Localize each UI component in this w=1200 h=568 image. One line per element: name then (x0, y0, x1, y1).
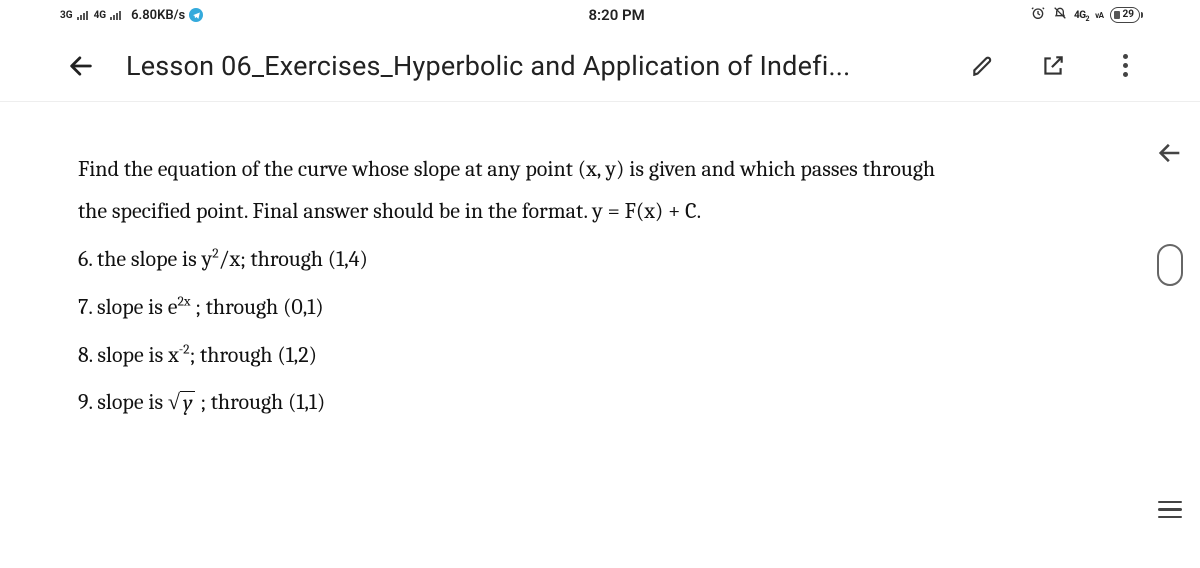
battery-text: 29 (1123, 8, 1134, 22)
status-right: 4G2 vA 29 (1030, 5, 1140, 25)
edge-toolbar (1140, 100, 1200, 568)
pill-icon (1157, 244, 1183, 286)
q8-sup: -2 (179, 342, 190, 357)
screen: { "statusbar": { "net1_label": "3G", "ne… (0, 0, 1200, 568)
status-bar: 3G 4G 6.80KB/s 8:20 PM 4G2 vA (0, 0, 1200, 30)
edge-back-button[interactable] (1140, 100, 1200, 210)
hamburger-icon (1158, 501, 1182, 518)
network-4g-label: 4G (94, 10, 107, 21)
q8-part-b: ; through (1,2) (190, 342, 317, 368)
arrow-left-icon (1156, 139, 1184, 171)
document-content: Find the equation of the curve whose slo… (0, 102, 1200, 419)
question-list: 6. the slope is y2/x; through (1,4) 7. s… (78, 244, 1122, 420)
question-8: 8. slope is x-2; through (1,2) (78, 340, 1122, 372)
edge-menu-button[interactable] (1140, 501, 1200, 518)
q8-part-a: 8. slope is x (78, 342, 179, 368)
signal-4g-icon (110, 10, 121, 20)
q6-part-a: 6. the slope is y (78, 246, 212, 272)
signal-3g-icon (77, 10, 88, 20)
question-9: 9. slope is √y ; through (1,1) (78, 387, 1122, 419)
edge-scroll-indicator[interactable] (1140, 210, 1200, 320)
q7-part-b: ; through (0,1) (190, 294, 323, 320)
sqrt-icon: √y (168, 391, 196, 414)
q9-part-a: 9. slope is (78, 389, 168, 415)
data-speed: 6.80KB/s (131, 8, 185, 23)
back-button[interactable] (64, 49, 98, 83)
question-6: 6. the slope is y2/x; through (1,4) (78, 244, 1122, 276)
q6-part-b: /x; through (1,4) (219, 246, 368, 272)
q7-part-a: 7. slope is e (78, 294, 177, 320)
edit-button[interactable] (968, 51, 998, 81)
intro-line-1: Find the equation of the curve whose slo… (78, 154, 1122, 186)
app-bar: Lesson 06_Exercises_Hyperbolic and Appli… (0, 30, 1200, 102)
q9-radicand: y (180, 391, 195, 414)
volte-icon: vA (1095, 11, 1103, 20)
bell-off-icon (1052, 5, 1068, 25)
open-external-button[interactable] (1038, 51, 1068, 81)
q7-sup: 2x (177, 294, 190, 309)
q9-part-b: ; through (1,1) (195, 389, 325, 415)
status-clock: 8:20 PM (588, 6, 644, 24)
page-title: Lesson 06_Exercises_Hyperbolic and Appli… (126, 50, 940, 82)
telegram-icon (189, 8, 203, 22)
battery-pill: 29 (1110, 7, 1140, 23)
battery-level-icon (1114, 11, 1120, 19)
question-7: 7. slope is e2x ; through (0,1) (78, 292, 1122, 324)
status-left: 3G 4G 6.80KB/s (60, 8, 203, 23)
intro-line-2: the specified point. Final answer should… (78, 196, 1122, 228)
alarm-icon (1030, 5, 1046, 25)
overflow-menu-button[interactable] (1110, 51, 1140, 81)
network-3g-label: 3G (60, 10, 73, 21)
network-right-label: 4G2 (1074, 10, 1089, 21)
